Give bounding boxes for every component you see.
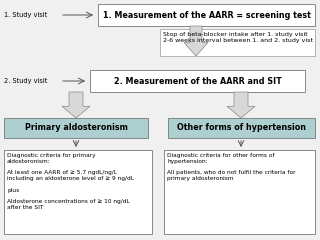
Polygon shape — [184, 26, 208, 56]
Bar — [168, 118, 315, 138]
Bar — [90, 70, 305, 92]
Bar — [160, 29, 315, 56]
Text: Stop of beta-blocker intake after 1. study visit
2-6 weeks interval between 1. a: Stop of beta-blocker intake after 1. stu… — [163, 32, 313, 43]
Text: 1. Measurement of the AARR = screening test: 1. Measurement of the AARR = screening t… — [103, 11, 310, 19]
Polygon shape — [227, 92, 255, 118]
Bar — [164, 150, 315, 234]
Text: 2. Measurement of the AARR and SIT: 2. Measurement of the AARR and SIT — [114, 77, 281, 85]
Text: 1. Study visit: 1. Study visit — [4, 12, 47, 18]
Text: Other forms of hypertension: Other forms of hypertension — [177, 124, 306, 132]
Text: Diagnostic criteria for primary
aldosteronism:

At least one AARR of ≥ 5.7 ngdL/: Diagnostic criteria for primary aldoster… — [7, 153, 134, 210]
Bar — [4, 150, 152, 234]
Text: Diagnostic criteria for other forms of
hypertension:

All patients, who do not f: Diagnostic criteria for other forms of h… — [167, 153, 295, 181]
Text: Primary aldosteronism: Primary aldosteronism — [25, 124, 127, 132]
Bar — [4, 118, 148, 138]
Polygon shape — [62, 92, 90, 118]
Text: 2. Study visit: 2. Study visit — [4, 78, 47, 84]
Bar — [98, 4, 315, 26]
